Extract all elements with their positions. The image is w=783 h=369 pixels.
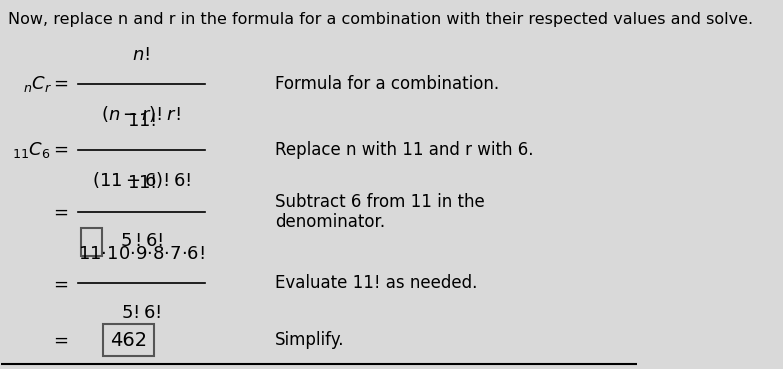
Text: $=$: $=$ [49,331,68,349]
Text: Now, replace n and r in the formula for a combination with their respected value: Now, replace n and r in the formula for … [8,13,753,27]
Text: $5\,!6!$: $5\,!6!$ [120,232,163,250]
FancyBboxPatch shape [81,228,103,256]
Text: 462: 462 [110,331,147,350]
Text: Formula for a combination.: Formula for a combination. [275,75,499,93]
Text: $11!$: $11!$ [127,111,156,130]
Text: Replace n with 11 and r with 6.: Replace n with 11 and r with 6. [275,141,533,159]
Text: $5!6!$: $5!6!$ [121,304,161,321]
Text: $=$: $=$ [49,275,68,292]
Text: $=$: $=$ [49,203,68,221]
Text: $_{11}C_6 =$: $_{11}C_6 =$ [12,140,68,160]
Text: $(11-6)!6!$: $(11-6)!6!$ [92,170,191,190]
Text: $(n-r)!r!$: $(n-r)!r!$ [102,104,181,124]
Text: $11!$: $11!$ [127,174,156,192]
Text: $_nC_r =$: $_nC_r =$ [23,74,68,94]
Text: Simplify.: Simplify. [275,331,345,349]
Text: Evaluate 11! as needed.: Evaluate 11! as needed. [275,275,477,292]
Text: $11{\cdot}10{\cdot}9{\cdot}8{\cdot}7{\cdot}6!$: $11{\cdot}10{\cdot}9{\cdot}8{\cdot}7{\cd… [78,245,204,263]
Text: $n!$: $n!$ [132,46,150,63]
Text: Subtract 6 from 11 in the
denominator.: Subtract 6 from 11 in the denominator. [275,193,485,231]
